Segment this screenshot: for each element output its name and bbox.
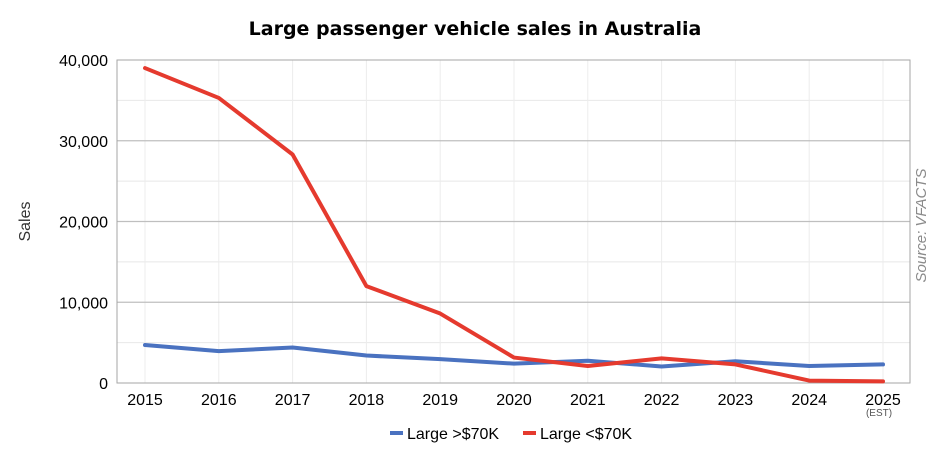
x-tick-label: 2018 xyxy=(349,392,385,409)
data-point xyxy=(218,97,220,99)
data-point xyxy=(808,365,810,367)
x-tick-label: 2019 xyxy=(422,392,458,409)
data-point xyxy=(734,360,736,362)
data-point xyxy=(292,346,294,348)
x-tick-label: 2023 xyxy=(718,392,754,409)
data-point xyxy=(513,357,515,359)
legend: Large >$70K Large <$70K xyxy=(390,426,632,443)
x-tick-label: 2024 xyxy=(791,392,827,409)
x-tick-note: (EST) xyxy=(866,408,892,419)
x-axis-ticks: 2015 2016 2017 2018 2019 2020 2021 2022 2023 2024… xyxy=(127,392,901,409)
data-point xyxy=(587,360,589,362)
y-axis-ticks: 0 10,000 20,000 30,000 40,000 xyxy=(59,53,108,393)
y-tick-label: 10,000 xyxy=(59,295,108,312)
y-tick-label: 40,000 xyxy=(59,53,108,70)
data-point xyxy=(144,67,146,69)
data-point xyxy=(882,380,884,382)
legend-label: Large >$70K xyxy=(407,426,499,443)
plot-area-border xyxy=(116,59,911,384)
y-axis-label: Sales xyxy=(17,201,34,241)
x-tick-label: 2017 xyxy=(275,392,311,409)
data-point xyxy=(661,365,663,367)
x-tick-label: 2025 xyxy=(865,392,901,409)
source-note: Source: VFACTS xyxy=(913,169,930,283)
data-point xyxy=(513,363,515,365)
y-tick-label: 20,000 xyxy=(59,215,108,232)
x-tick-label: 2016 xyxy=(201,392,237,409)
data-point xyxy=(365,285,367,287)
data-point xyxy=(292,153,294,155)
data-point xyxy=(439,313,441,315)
grid-lines xyxy=(117,60,910,383)
data-point xyxy=(439,358,441,360)
data-point xyxy=(218,350,220,352)
data-point xyxy=(882,363,884,365)
x-tick-label: 2020 xyxy=(496,392,532,409)
x-tick-label: 2022 xyxy=(644,392,680,409)
y-tick-label: 0 xyxy=(99,376,108,393)
data-point xyxy=(587,365,589,367)
data-point xyxy=(734,363,736,365)
x-tick-label: 2021 xyxy=(570,392,606,409)
data-point xyxy=(144,344,146,346)
data-point xyxy=(808,380,810,382)
chart-title: Large passenger vehicle sales in Austral… xyxy=(249,18,702,40)
x-tick-label: 2015 xyxy=(127,392,163,409)
data-point xyxy=(661,357,663,359)
y-tick-label: 30,000 xyxy=(59,134,108,151)
series-layer xyxy=(143,66,885,384)
data-point xyxy=(365,355,367,357)
legend-label: Large <$70K xyxy=(540,426,632,443)
